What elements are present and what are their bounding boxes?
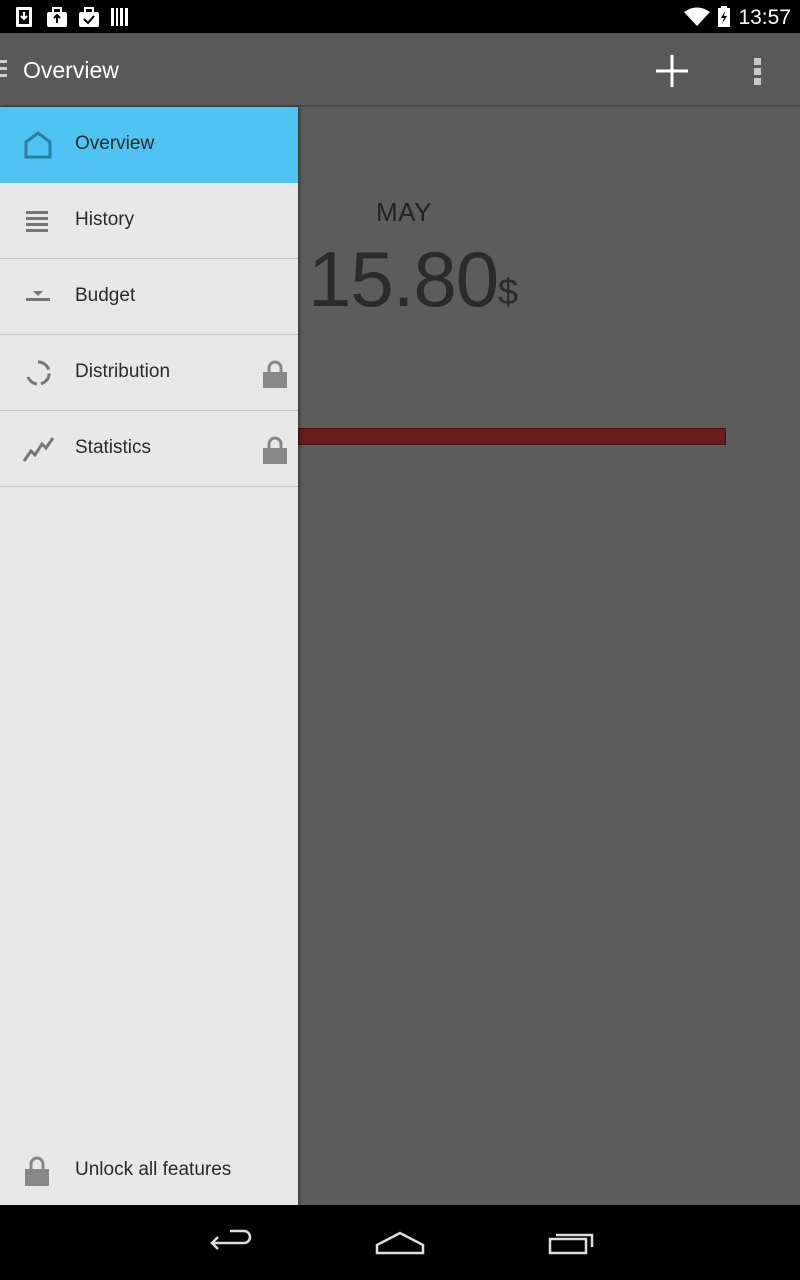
- drawer-toggle-icon[interactable]: [0, 60, 8, 82]
- navigation-drawer: Overview History Budget Distribution: [0, 107, 298, 1205]
- home-icon: [24, 131, 52, 159]
- drawer-item-history[interactable]: History: [0, 183, 298, 259]
- overflow-menu-button[interactable]: [740, 49, 776, 93]
- barcode-icon: [111, 8, 128, 26]
- lock-icon: [263, 360, 287, 388]
- budget-icon: [26, 291, 50, 301]
- chart-line-icon: [22, 437, 54, 462]
- action-bar: Overview: [0, 33, 800, 107]
- back-icon: [210, 1229, 252, 1250]
- status-time: 13:57: [738, 6, 791, 29]
- download-icon: [16, 7, 32, 27]
- drawer-item-budget[interactable]: Budget: [0, 259, 298, 335]
- briefcase-check-icon: [79, 7, 99, 27]
- add-icon: [656, 55, 688, 87]
- page-title[interactable]: Overview: [23, 57, 119, 83]
- back-button[interactable]: [200, 1223, 260, 1263]
- month-label: MAY: [376, 197, 432, 227]
- drawer-item-label: Statistics: [75, 437, 152, 458]
- recents-button[interactable]: [542, 1223, 602, 1263]
- system-nav-bar: [0, 1205, 800, 1280]
- lock-icon: [25, 1156, 49, 1186]
- app-window: Overview MAY 15.80 $ Overview: [0, 33, 800, 1205]
- briefcase-upload-icon: [47, 7, 67, 27]
- donut-icon: [26, 360, 51, 386]
- list-icon: [26, 211, 48, 232]
- home-button[interactable]: [370, 1223, 430, 1263]
- battery-charging-icon: [718, 6, 730, 27]
- lock-icon: [263, 436, 287, 464]
- amount-value: 15.80: [308, 235, 499, 323]
- drawer-item-overview[interactable]: Overview: [0, 107, 298, 183]
- wifi-icon: [684, 7, 710, 26]
- budget-progress-bar: [298, 428, 726, 445]
- drawer-item-label: Budget: [75, 285, 136, 306]
- drawer-item-label: Overview: [75, 133, 155, 154]
- unlock-all-features-button[interactable]: Unlock all features: [0, 1145, 298, 1205]
- currency-symbol: $: [498, 271, 519, 312]
- drawer-item-label: History: [75, 209, 135, 230]
- drawer-item-distribution[interactable]: Distribution: [0, 335, 298, 411]
- home-nav-icon: [375, 1231, 425, 1255]
- add-button[interactable]: [650, 49, 694, 93]
- overflow-menu-icon: [754, 58, 761, 85]
- recents-icon: [548, 1233, 594, 1255]
- status-bar: 13:57: [0, 0, 800, 33]
- unlock-label: Unlock all features: [75, 1159, 232, 1180]
- drawer-item-statistics[interactable]: Statistics: [0, 411, 298, 487]
- budget-progress-fill: [298, 428, 726, 445]
- drawer-item-label: Distribution: [75, 361, 171, 382]
